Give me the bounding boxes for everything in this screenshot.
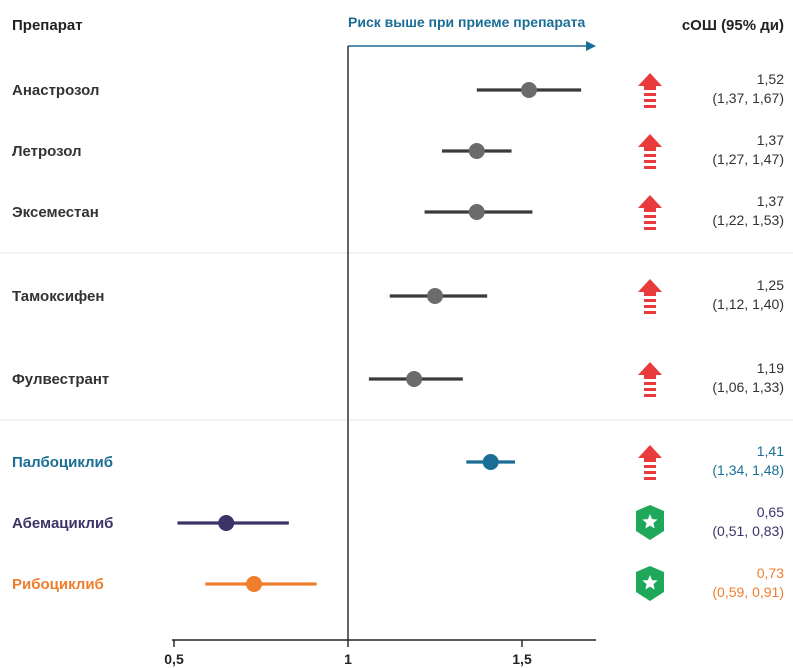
- or-value: 1,37: [757, 132, 784, 148]
- ci-value: (1,34, 1,48): [712, 462, 784, 478]
- drug-label: Эксеместан: [12, 204, 99, 221]
- or-point: [246, 576, 263, 592]
- or-point: [468, 143, 485, 159]
- forest-row: Летрозол 1,37 (1,27, 1,47): [12, 132, 784, 169]
- header-or-ci: сОШ (95% ди): [682, 17, 784, 34]
- drug-label: Фулвестрант: [12, 371, 109, 388]
- or-value: 1,41: [757, 443, 784, 459]
- shield-star-icon: [636, 505, 664, 540]
- forest-row: Анастрозол 1,52 (1,37, 1,67): [12, 71, 784, 108]
- or-value: 1,25: [757, 277, 784, 293]
- arrow-up-icon: [638, 134, 662, 169]
- drug-label: Тамоксифен: [12, 288, 104, 305]
- ci-value: (0,59, 0,91): [712, 584, 784, 600]
- ci-value: (1,37, 1,67): [712, 90, 784, 106]
- arrow-up-icon: [638, 362, 662, 397]
- forest-row: Палбоциклиб 1,41 (1,34, 1,48): [12, 443, 784, 480]
- or-point: [427, 288, 443, 304]
- drug-label: Летрозол: [12, 143, 82, 160]
- risk-direction-arrow: [348, 41, 596, 51]
- arrow-up-icon: [638, 279, 662, 314]
- or-value: 0,73: [757, 565, 784, 581]
- or-point: [520, 82, 537, 98]
- ci-value: (0,51, 0,83): [712, 523, 784, 539]
- forest-row: Абемациклиб 0,65 (0,51, 0,83): [12, 504, 784, 540]
- x-axis-ticks: 0,5 1 1,5: [164, 640, 532, 667]
- forest-row: Тамоксифен 1,25 (1,12, 1,40): [12, 277, 784, 314]
- forest-rows: Анастрозол 1,52 (1,37, 1,67) Летрозол 1,37 (1…: [12, 71, 784, 601]
- or-point: [406, 371, 423, 387]
- or-point: [218, 515, 235, 531]
- or-value: 1,52: [757, 71, 784, 87]
- x-tick-label: 1: [344, 651, 352, 667]
- or-point: [482, 454, 499, 470]
- arrow-up-icon: [638, 73, 662, 108]
- arrow-up-icon: [638, 195, 662, 230]
- forest-row: Рибоциклиб 0,73 (0,59, 0,91): [12, 565, 784, 601]
- drug-label: Анастрозол: [12, 82, 99, 99]
- ci-value: (1,22, 1,53): [712, 212, 784, 228]
- header-risk-arrow-label: Риск выше при приеме препарата: [348, 14, 586, 30]
- ci-value: (1,12, 1,40): [712, 296, 784, 312]
- header-drug: Препарат: [12, 17, 83, 34]
- arrow-up-icon: [638, 445, 662, 480]
- or-value: 1,19: [757, 360, 784, 376]
- drug-label: Палбоциклиб: [12, 454, 113, 471]
- ci-value: (1,27, 1,47): [712, 151, 784, 167]
- x-tick-label: 1,5: [512, 651, 532, 667]
- forest-row: Фулвестрант 1,19 (1,06, 1,33): [12, 360, 784, 397]
- drug-label: Абемациклиб: [12, 515, 113, 532]
- x-tick-label: 0,5: [164, 651, 184, 667]
- or-point: [468, 204, 485, 220]
- or-value: 1,37: [757, 193, 784, 209]
- or-value: 0,65: [757, 504, 784, 520]
- shield-star-icon: [636, 566, 664, 601]
- ci-value: (1,06, 1,33): [712, 379, 784, 395]
- drug-label: Рибоциклиб: [12, 576, 104, 593]
- forest-row: Эксеместан 1,37 (1,22, 1,53): [12, 193, 784, 230]
